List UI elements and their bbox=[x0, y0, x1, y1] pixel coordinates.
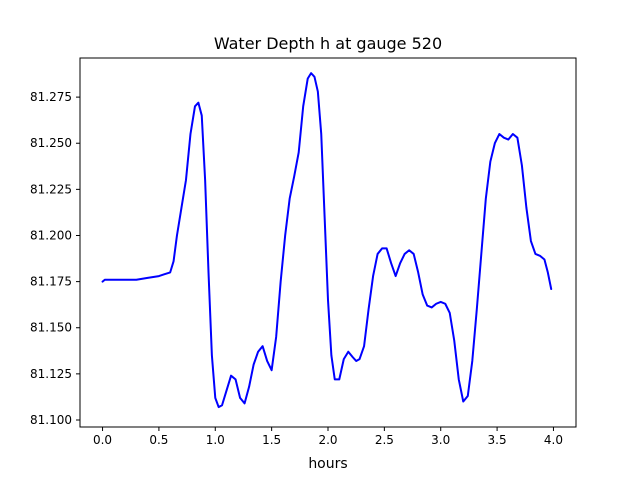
y-tick-label: 81.150 bbox=[30, 321, 72, 335]
x-axis: 0.0 0.5 1.0 1.5 2.0 2.5 3.0 3.5 4.0 bbox=[93, 427, 563, 447]
x-tick-label: 3.0 bbox=[431, 433, 450, 447]
x-tick-label: 0.0 bbox=[93, 433, 112, 447]
x-tick-label: 2.5 bbox=[375, 433, 394, 447]
x-tick-label: 4.0 bbox=[544, 433, 563, 447]
x-tick-label: 1.5 bbox=[262, 433, 281, 447]
y-tick-label: 81.275 bbox=[30, 90, 72, 104]
x-tick-label: 3.5 bbox=[488, 433, 507, 447]
x-tick-label: 1.0 bbox=[206, 433, 225, 447]
chart-title: Water Depth h at gauge 520 bbox=[214, 34, 442, 53]
y-tick-label: 81.225 bbox=[30, 182, 72, 196]
y-tick-label: 81.125 bbox=[30, 367, 72, 381]
x-tick-label: 0.5 bbox=[149, 433, 168, 447]
x-axis-label: hours bbox=[308, 456, 347, 472]
y-tick-label: 81.200 bbox=[30, 228, 72, 242]
y-tick-label: 81.250 bbox=[30, 136, 72, 150]
series-line bbox=[101, 72, 553, 409]
x-tick-label: 2.0 bbox=[318, 433, 337, 447]
y-axis: 81.100 81.125 81.150 81.175 81.200 81.225 81.2… bbox=[30, 90, 80, 427]
y-tick-label: 81.175 bbox=[30, 275, 72, 289]
y-tick-label: 81.100 bbox=[30, 413, 72, 427]
